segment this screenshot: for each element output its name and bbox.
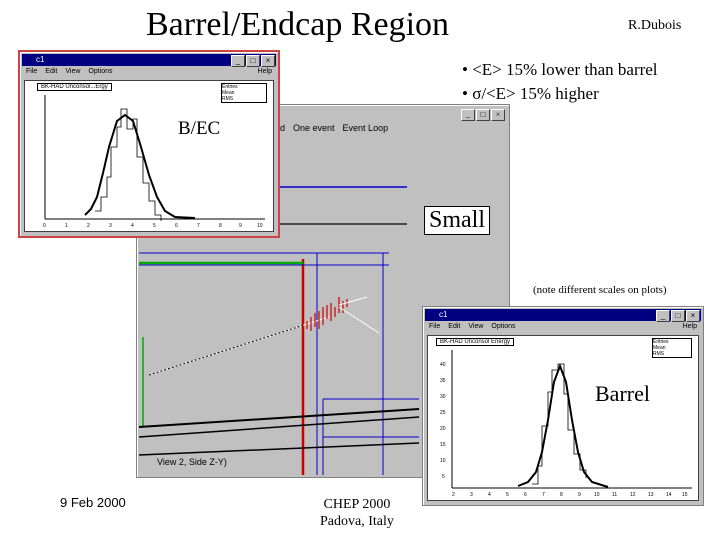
x-tick: 7: [197, 223, 200, 229]
x-tick: 0: [43, 223, 46, 229]
menu-event-loop[interactable]: Event Loop: [342, 123, 389, 133]
x-tick: 10: [594, 492, 600, 498]
x-tick: 7: [542, 492, 545, 498]
x-tick: 5: [153, 223, 156, 229]
footer-conf-location: Padova, Italy: [320, 514, 394, 529]
x-ticks-barrel: 2 3 4 5 6 7 8 9 10 11 12 13 14 15: [452, 492, 688, 498]
x-tick: 6: [175, 223, 178, 229]
x-tick: 6: [524, 492, 527, 498]
maximize-button[interactable]: □: [246, 55, 260, 67]
scale-note: (note different scales on plots): [533, 284, 667, 296]
event-menubar: eld One event Event Loop: [273, 123, 388, 133]
author-name: R.Dubois: [628, 18, 682, 33]
menu-file[interactable]: File: [26, 68, 38, 75]
x-tick: 8: [560, 492, 563, 498]
x-tick: 3: [109, 223, 112, 229]
stats-rms: RMS: [222, 96, 234, 102]
minimize-button[interactable]: _: [461, 109, 475, 121]
footer-conference: CHEP 2000 Padova, Italy: [320, 496, 394, 530]
x-tick: 9: [239, 223, 242, 229]
stats-rms: RMS: [653, 351, 665, 357]
window-titlebar: c1 _ □ ×: [425, 309, 701, 322]
histogram-window-barrel: c1 _ □ × File Edit View Options Help BK-…: [422, 306, 704, 506]
menu-options[interactable]: Options: [491, 323, 516, 330]
stats-box: Entries Mean RMS: [652, 338, 692, 358]
y-tick: 15: [440, 442, 446, 448]
x-tick: 4: [131, 223, 134, 229]
plot-title-box: BK-HAD Unconsol...Ergy: [37, 83, 112, 91]
window-menubar: File Edit View Options Help: [22, 68, 276, 78]
event-window-controls: _ □ ×: [461, 108, 505, 121]
window-title: c1: [439, 310, 448, 319]
bullet-item-1: • <E> 15% lower than barrel: [462, 60, 658, 79]
menu-help[interactable]: Help: [682, 323, 697, 330]
menu-one-event[interactable]: One event: [293, 123, 335, 133]
plot-title-box: BK-HAD Unconsol Energy: [436, 338, 515, 346]
x-tick: 10: [257, 223, 263, 229]
y-tick: 35: [440, 378, 446, 384]
view-label: View 2, Side Z-Y): [157, 457, 227, 467]
y-tick: 40: [440, 362, 446, 368]
label-barrel: Barrel: [595, 381, 650, 406]
window-titlebar: c1 _ □ ×: [22, 54, 276, 67]
stats-entries: Entries: [653, 339, 669, 345]
x-tick: 1: [65, 223, 68, 229]
slide-title: Barrel/Endcap Region: [146, 6, 450, 43]
footer-conf-name: CHEP 2000: [323, 497, 391, 512]
menu-view[interactable]: View: [468, 323, 484, 330]
maximize-button[interactable]: □: [671, 310, 685, 322]
x-tick: 2: [87, 223, 90, 229]
x-tick: 2: [452, 492, 455, 498]
window-title: c1: [36, 55, 45, 64]
bullet-item-2: • σ/<E> 15% higher: [462, 84, 599, 103]
window-menubar: File Edit View Options Help: [425, 323, 701, 333]
minimize-button[interactable]: _: [231, 55, 245, 67]
x-tick: 11: [612, 492, 617, 498]
menu-help[interactable]: Help: [257, 68, 272, 75]
histogram-window-endcap: c1 _ □ × File Edit View Options Help BK-…: [18, 50, 280, 238]
stats-box: Entries Mean RMS: [221, 83, 267, 103]
y-tick: 5: [442, 474, 445, 480]
x-ticks-endcap: 0 1 2 3 4 5 6 7 8 9 10: [43, 223, 263, 229]
histogram-curve-endcap: 0 1 2 3 4 5 6 7 8 9 10: [43, 95, 265, 229]
x-tick: 4: [488, 492, 491, 498]
x-tick: 12: [630, 492, 636, 498]
y-tick: 25: [440, 410, 446, 416]
x-tick: 5: [506, 492, 509, 498]
menu-view[interactable]: View: [65, 68, 81, 75]
menu-options[interactable]: Options: [88, 68, 113, 75]
y-tick: 20: [440, 426, 446, 432]
x-tick: 3: [470, 492, 473, 498]
x-tick: 8: [219, 223, 222, 229]
minimize-button[interactable]: _: [656, 310, 670, 322]
stats-mean: Mean: [653, 345, 666, 351]
stats-entries: Entries: [222, 84, 238, 90]
menu-edit[interactable]: Edit: [448, 323, 461, 330]
y-ticks-barrel: 40 35 30 25 20 15 10 5: [440, 362, 446, 480]
x-tick: 9: [578, 492, 581, 498]
close-button[interactable]: ×: [261, 55, 275, 67]
stats-mean: Mean: [222, 90, 235, 96]
y-tick: 30: [440, 394, 446, 400]
x-tick: 14: [666, 492, 672, 498]
y-tick: 10: [440, 458, 446, 464]
histogram-curve-barrel: 40 35 30 25 20 15 10 5 2 3 4 5 6 7 8 9 1…: [440, 350, 692, 498]
histogram-plot-barrel: BK-HAD Unconsol Energy Entries Mean RMS …: [427, 335, 699, 501]
close-button[interactable]: ×: [491, 109, 505, 121]
bullet-list: • <E> 15% lower than barrel • σ/<E> 15% …: [462, 58, 658, 106]
menu-edit[interactable]: Edit: [45, 68, 58, 75]
maximize-button[interactable]: □: [476, 109, 490, 121]
histogram-plot-endcap: BK-HAD Unconsol...Ergy Entries Mean RMS …: [24, 80, 274, 232]
close-button[interactable]: ×: [686, 310, 700, 322]
menu-file[interactable]: File: [429, 323, 441, 330]
footer-date: 9 Feb 2000: [60, 495, 126, 510]
label-small: Small: [424, 206, 491, 235]
x-tick: 13: [648, 492, 654, 498]
label-bec: B/EC: [178, 118, 221, 139]
x-tick: 15: [682, 492, 688, 498]
